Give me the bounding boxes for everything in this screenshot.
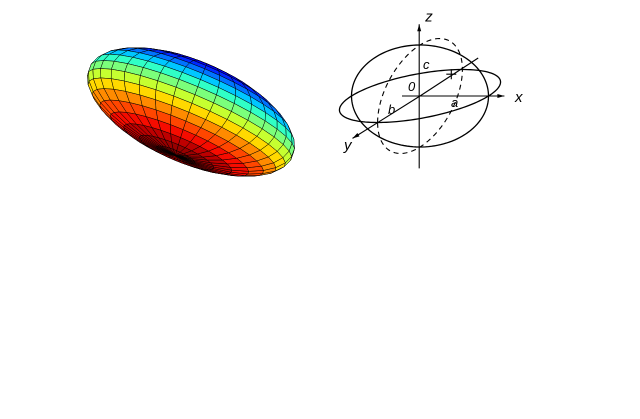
svg-text:z: z: [424, 9, 433, 26]
svg-text:a: a: [451, 95, 458, 110]
svg-text:x: x: [514, 89, 523, 106]
svg-text:0: 0: [408, 79, 416, 94]
svg-text:b: b: [388, 102, 395, 117]
svg-text:y: y: [343, 137, 353, 154]
svg-text:c: c: [423, 57, 430, 72]
